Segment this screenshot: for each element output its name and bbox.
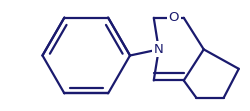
Text: N: N	[154, 43, 164, 56]
Text: O: O	[168, 11, 179, 24]
